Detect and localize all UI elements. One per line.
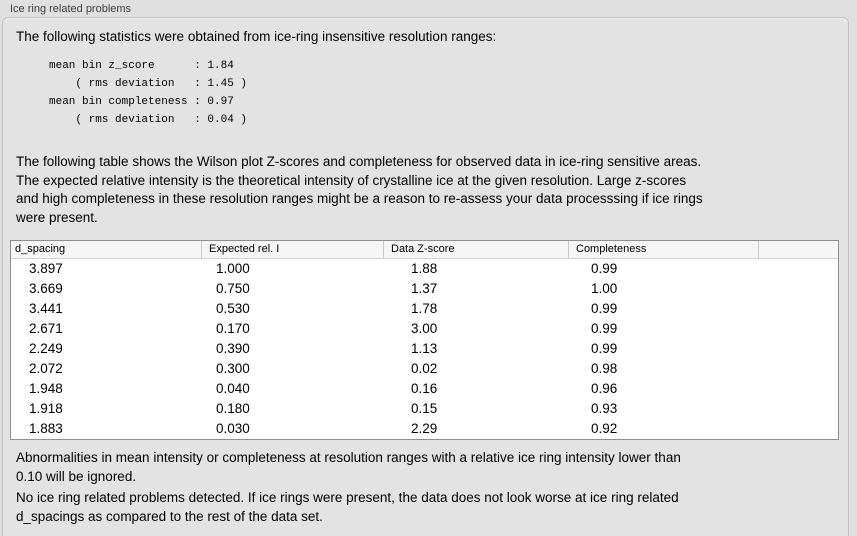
ice-ring-table: d_spacing Expected rel. I Data Z-score Comp…: [10, 240, 839, 440]
ice-ring-table-body: 3.897 1.000 1.88 0.99 3.669 0.750 1.37 1.00 3.44…: [11, 259, 838, 439]
table-row[interactable]: 2.072 0.300 0.02 0.98: [11, 359, 838, 379]
table-cell: 0.390: [216, 341, 250, 356]
table-row[interactable]: 1.883 0.030 2.29 0.92: [11, 419, 838, 439]
table-cell: [758, 359, 838, 379]
table-cell: 0.99: [591, 321, 618, 336]
table-row[interactable]: 1.918 0.180 0.15 0.93: [11, 399, 838, 419]
conclusion-text: No ice ring related problems detected. I…: [16, 490, 679, 524]
table-cell: 0.99: [591, 261, 618, 276]
table-cell: 0.040: [216, 381, 250, 396]
table-cell: [758, 419, 838, 439]
table-cell: 0.750: [216, 281, 250, 296]
table-cell: 0.93: [591, 401, 618, 416]
table-cell: 1.918: [29, 401, 63, 416]
table-intro-text: The following table shows the Wilson plo…: [16, 154, 703, 225]
table-cell: 0.96: [591, 381, 618, 396]
stats-intro-text: The following statistics were obtained f…: [16, 29, 497, 44]
table-cell: [758, 319, 838, 339]
table-row[interactable]: 1.948 0.040 0.16 0.96: [11, 379, 838, 399]
ice-ring-table-header: d_spacing Expected rel. I Data Z-score Comp…: [11, 241, 838, 259]
table-cell: 0.300: [216, 361, 250, 376]
table-cell: 0.15: [411, 401, 438, 416]
table-cell: [758, 259, 838, 279]
column-header[interactable]: d_spacing: [15, 243, 66, 255]
table-cell: 0.02: [411, 361, 438, 376]
table-cell: [758, 379, 838, 399]
table-cell: 0.16: [411, 381, 438, 396]
table-row[interactable]: 3.669 0.750 1.37 1.00: [11, 279, 838, 299]
table-row[interactable]: 2.671 0.170 3.00 0.99: [11, 319, 838, 339]
table-cell: 2.671: [29, 321, 63, 336]
table-cell: 3.00: [411, 321, 438, 336]
table-row[interactable]: 3.441 0.530 1.78 0.99: [11, 299, 838, 319]
table-cell: [758, 339, 838, 359]
table-cell: [758, 399, 838, 419]
table-cell: 1.000: [216, 261, 250, 276]
stats-values-block: mean bin z_score : 1.84 ( rms deviation …: [49, 60, 248, 126]
table-cell: 1.948: [29, 381, 63, 396]
table-cell: 0.99: [591, 301, 618, 316]
table-cell: 1.37: [411, 281, 438, 296]
column-header[interactable]: Data Z-score: [383, 241, 568, 258]
table-cell: 1.88: [411, 261, 438, 276]
ignore-note-text: Abnormalities in mean intensity or compl…: [16, 450, 681, 484]
column-header[interactable]: [758, 241, 838, 258]
table-cell: 0.92: [591, 421, 618, 436]
table-cell: 3.441: [29, 301, 63, 316]
table-cell: [758, 279, 838, 299]
column-header[interactable]: Completeness: [568, 241, 758, 258]
table-cell: 2.249: [29, 341, 63, 356]
table-cell: 0.99: [591, 341, 618, 356]
table-cell: [758, 299, 838, 319]
table-cell: 1.00: [591, 281, 618, 296]
table-cell: 3.897: [29, 261, 63, 276]
table-cell: 1.78: [411, 301, 438, 316]
table-cell: 2.29: [411, 421, 438, 436]
table-cell: 0.170: [216, 321, 250, 336]
group-box-title: Ice ring related problems: [10, 3, 132, 15]
table-cell: 0.98: [591, 361, 618, 376]
table-cell: 1.13: [411, 341, 438, 356]
table-row[interactable]: 3.897 1.000 1.88 0.99: [11, 259, 838, 279]
table-cell: 2.072: [29, 361, 63, 376]
table-row[interactable]: 2.249 0.390 1.13 0.99: [11, 339, 838, 359]
table-cell: 0.530: [216, 301, 250, 316]
column-header[interactable]: Expected rel. I: [201, 241, 383, 258]
table-cell: 0.030: [216, 421, 250, 436]
table-cell: 0.180: [216, 401, 250, 416]
table-cell: 1.883: [29, 421, 63, 436]
table-cell: 3.669: [29, 281, 63, 296]
